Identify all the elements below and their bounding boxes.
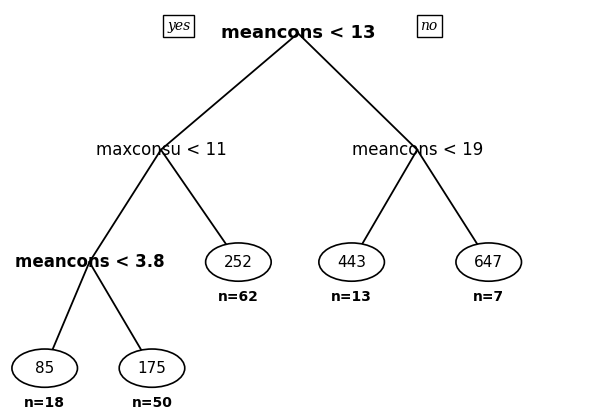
Ellipse shape — [456, 243, 522, 281]
Text: n=50: n=50 — [132, 396, 172, 411]
Ellipse shape — [119, 349, 185, 387]
Text: n=13: n=13 — [331, 290, 372, 305]
Text: no: no — [421, 19, 437, 33]
Text: n=18: n=18 — [24, 396, 65, 411]
Text: meancons < 19: meancons < 19 — [352, 141, 483, 159]
Text: 647: 647 — [474, 255, 503, 270]
Ellipse shape — [319, 243, 384, 281]
Text: 175: 175 — [138, 361, 166, 376]
Text: 85: 85 — [35, 361, 54, 376]
Ellipse shape — [206, 243, 271, 281]
Text: n=62: n=62 — [218, 290, 259, 305]
Text: meancons < 13: meancons < 13 — [221, 24, 375, 42]
Text: 252: 252 — [224, 255, 253, 270]
Ellipse shape — [12, 349, 77, 387]
Text: 443: 443 — [337, 255, 366, 270]
Text: meancons < 3.8: meancons < 3.8 — [14, 253, 164, 271]
Text: maxconsu < 11: maxconsu < 11 — [95, 141, 226, 159]
Text: yes: yes — [167, 19, 191, 33]
Text: n=7: n=7 — [473, 290, 504, 305]
